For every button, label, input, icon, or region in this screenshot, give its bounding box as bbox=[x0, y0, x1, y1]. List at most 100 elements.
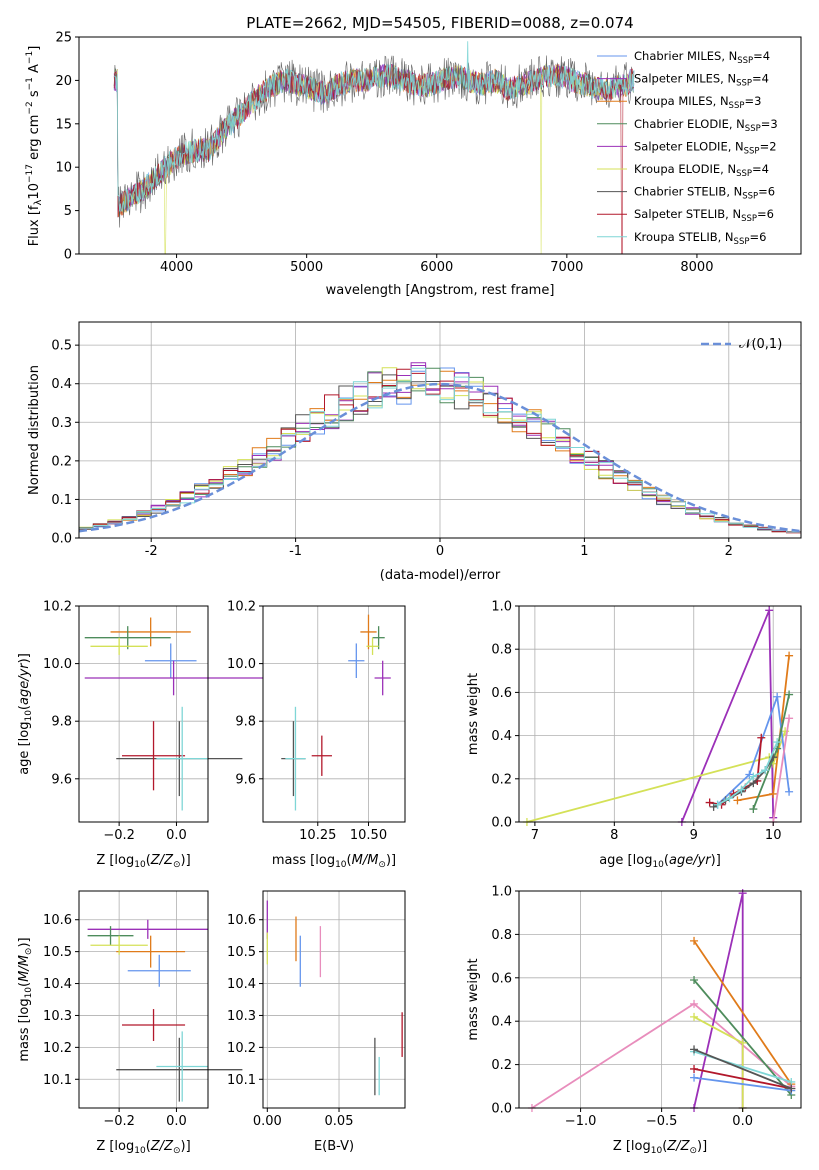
y-tick-label: 10.1 bbox=[43, 1073, 72, 1088]
x-tick-label: 8000 bbox=[680, 260, 713, 275]
y-tick-label: 0.4 bbox=[491, 729, 512, 744]
y-axis-label: mass weight bbox=[466, 673, 481, 755]
errorbar-point-3 bbox=[110, 617, 191, 647]
panel-age_vs_Z: −0.2 0.0 9.6 9.8 10.0 10.2 bbox=[43, 600, 263, 843]
mass-weight-series-1 bbox=[677, 606, 778, 826]
errorbar-point-3 bbox=[360, 614, 377, 650]
y-tick-label: 10.2 bbox=[227, 1041, 256, 1056]
series-marker bbox=[690, 1012, 699, 1021]
x-tick-label: 9 bbox=[690, 828, 698, 843]
x-tick-label: −0.2 bbox=[103, 1114, 135, 1129]
y-tick-label: 10.3 bbox=[43, 1009, 72, 1024]
series-line bbox=[693, 1068, 792, 1090]
x-tick-label: 4000 bbox=[160, 260, 193, 275]
series-line bbox=[693, 1048, 792, 1090]
mass-weight-series-4 bbox=[713, 692, 794, 809]
axes-frame bbox=[518, 605, 802, 823]
y-tick-label: 0.6 bbox=[491, 971, 512, 986]
x-tick-label: 10.50 bbox=[350, 828, 387, 843]
panel-massweight_vs_age: 7 8 9 10 0.0 0.2 0.4 0.6 0.8 1.0 bbox=[491, 600, 802, 843]
series-marker bbox=[787, 1084, 796, 1093]
mass-weight-series-8 bbox=[713, 738, 782, 809]
x-tick-label: 1 bbox=[580, 544, 588, 559]
panels: 4000 5000 6000 7000 80000510152025wavelength… bbox=[17, 31, 802, 1156]
x-tick-label: 8 bbox=[610, 828, 618, 843]
y-tick-label: 0.2 bbox=[491, 772, 512, 787]
x-tick-label: 0.0 bbox=[732, 1114, 753, 1129]
series-marker bbox=[738, 1038, 747, 1047]
series-line bbox=[717, 741, 779, 806]
panel-residuals: -2 -1 0 1 2 0.0 0.1 0.2 0.3 0.4 0.5 bbox=[51, 321, 802, 559]
legend-label: Salpeter MILES, NSSP=4 bbox=[634, 72, 769, 89]
x-tick-label: 10.25 bbox=[299, 828, 336, 843]
y-tick-label: 0.2 bbox=[51, 454, 72, 469]
x-axis-label: Z [log10(Z/Z⊙)] bbox=[96, 853, 190, 870]
series-marker bbox=[785, 787, 794, 796]
axes-frame bbox=[262, 890, 406, 1109]
series-line bbox=[716, 696, 790, 806]
y-axis-label: mass weight bbox=[466, 958, 481, 1040]
errorbar-point-4 bbox=[87, 926, 134, 946]
normal-reference-curve bbox=[78, 382, 802, 533]
x-axis-label: E(B-V) bbox=[314, 1139, 354, 1154]
x-tick-label: 10 bbox=[765, 828, 782, 843]
y-tick-label: 10.5 bbox=[43, 945, 72, 960]
errorbar-point-8 bbox=[156, 706, 208, 811]
y-tick-label: 0.6 bbox=[491, 686, 512, 701]
y-tick-label: 10.0 bbox=[227, 657, 256, 672]
errorbar-point-7 bbox=[122, 1009, 186, 1041]
series-marker bbox=[725, 794, 734, 803]
mass-weight-series-4 bbox=[690, 975, 796, 1099]
legend-label: Salpeter STELIB, NSSP=6 bbox=[634, 207, 774, 224]
x-axis-label: wavelength [Angstrom, rest frame] bbox=[326, 283, 555, 298]
plot-area-mass_vs_Z bbox=[87, 919, 243, 1102]
x-tick-label: 5000 bbox=[290, 260, 323, 275]
y-tick-label: 10.6 bbox=[43, 913, 72, 928]
series-marker bbox=[737, 785, 746, 794]
legend-label: 𝒩(0,1) bbox=[739, 337, 782, 352]
y-tick-label: 0.3 bbox=[51, 416, 72, 431]
legend-label: Chabrier ELODIE, NSSP=3 bbox=[634, 117, 778, 134]
errorbar-point-4 bbox=[372, 626, 385, 650]
x-tick-label: 0.0 bbox=[166, 1114, 187, 1129]
plot-area-residuals bbox=[78, 362, 802, 534]
x-tick-label: −1.0 bbox=[565, 1114, 597, 1129]
series-marker bbox=[757, 733, 766, 742]
errorbar-point-5 bbox=[366, 637, 379, 655]
y-tick-label: 0.5 bbox=[51, 339, 72, 354]
series-line bbox=[680, 609, 775, 823]
x-tick-label: 7 bbox=[531, 828, 539, 843]
x-tick-label: 2 bbox=[725, 544, 733, 559]
legend-label: Chabrier MILES, NSSP=4 bbox=[634, 49, 770, 66]
y-tick-label: 9.8 bbox=[51, 715, 72, 730]
panel-spectrum: 4000 5000 6000 7000 8000 0 5 10 15 20 25 bbox=[55, 31, 802, 275]
legend-label: Kroupa ELODIE, NSSP=4 bbox=[634, 162, 769, 179]
series-marker bbox=[769, 789, 778, 798]
x-tick-label: 7000 bbox=[550, 260, 583, 275]
series-marker bbox=[785, 651, 794, 660]
x-tick-label: 0.00 bbox=[253, 1114, 282, 1129]
y-tick-label: 10 bbox=[55, 161, 72, 176]
x-tick-label: 6000 bbox=[420, 260, 453, 275]
y-tick-label: 0.0 bbox=[491, 1102, 512, 1117]
x-tick-label: −0.5 bbox=[646, 1114, 678, 1129]
y-tick-label: 0.4 bbox=[491, 1015, 512, 1030]
x-axis-label: Z [log10(Z/Z⊙)] bbox=[96, 1139, 190, 1156]
series-marker bbox=[690, 1045, 699, 1054]
series-marker bbox=[749, 772, 758, 781]
errorbar-point-5 bbox=[90, 637, 148, 655]
errorbar-point-8 bbox=[285, 706, 306, 811]
series-marker bbox=[738, 889, 747, 898]
axes-frame bbox=[78, 605, 209, 823]
errorbar-point-3 bbox=[116, 935, 186, 968]
legend-label: Kroupa MILES, NSSP=3 bbox=[634, 94, 761, 111]
x-tick-label: 0 bbox=[436, 544, 444, 559]
axes-frame bbox=[262, 605, 406, 823]
series-line bbox=[693, 979, 792, 1096]
mass-weight-series-5 bbox=[690, 1012, 747, 1112]
errorbar-point-1 bbox=[127, 954, 191, 987]
y-tick-label: 10.2 bbox=[227, 600, 256, 615]
y-tick-label: 0.4 bbox=[51, 377, 72, 392]
y-tick-label: 0.0 bbox=[491, 816, 512, 831]
histogram-series-9 bbox=[79, 367, 801, 533]
